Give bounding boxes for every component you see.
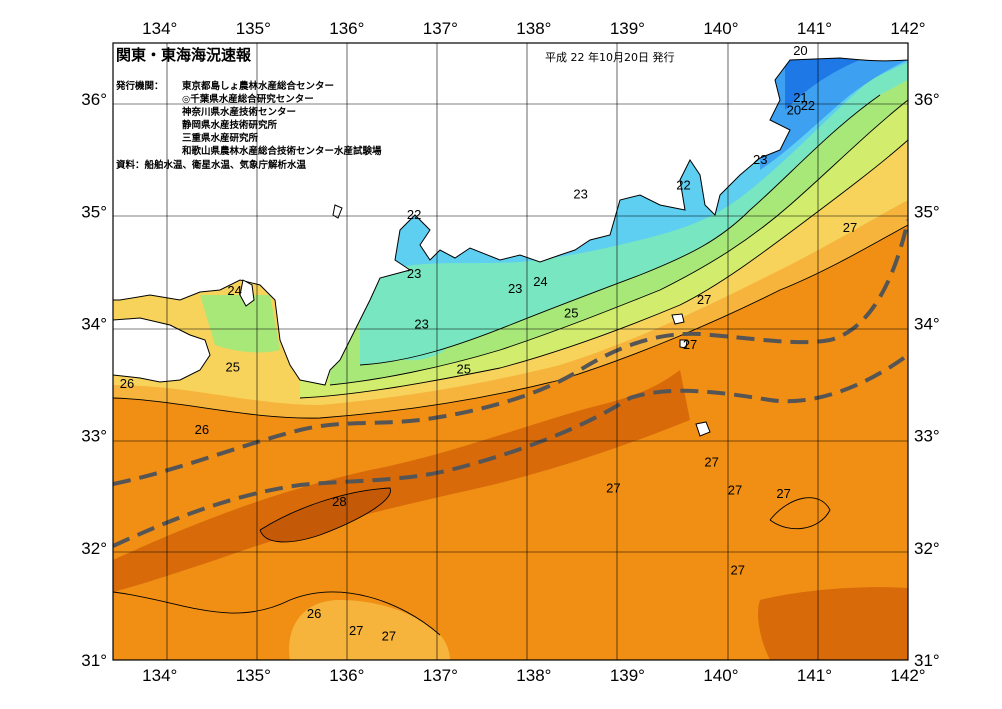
latitude-label-right: 34°: [914, 314, 940, 333]
isotherm-label: 28: [332, 494, 346, 509]
temperature-field: [113, 43, 908, 660]
latitude-label-right: 35°: [914, 202, 940, 221]
isotherm-label: 27: [728, 483, 742, 498]
longitude-label-top: 134°: [142, 19, 177, 38]
graticule: [113, 43, 908, 660]
land-shikoku: [113, 317, 211, 383]
agency-name: 和歌山県農林水産総合技術センター水産試験場: [182, 146, 382, 157]
longitude-label-bottom: 142°: [890, 666, 925, 685]
agencies-label: 発行機関：: [116, 81, 164, 92]
latitude-label-right: 36°: [914, 90, 940, 109]
isotherm-label: 23: [753, 152, 767, 167]
isotherm-label: 25: [564, 305, 578, 320]
kuroshio-axis: [113, 219, 908, 548]
latitude-label-left: 32°: [81, 539, 107, 558]
isotherm-25: [299, 139, 908, 399]
isotherm-label: 27: [776, 486, 790, 501]
isotherm-label: 27: [382, 629, 396, 644]
axis-tick-labels: 134° 134° 135° 135° 136° 136° 137° 137° 138° 138°…: [81, 19, 939, 685]
land-hachijo: [695, 421, 711, 437]
isotherm-24: [329, 99, 908, 386]
isotherm-label: 26: [307, 606, 321, 621]
isotherm-label: 20: [787, 102, 801, 117]
longitude-label-top: 141°: [797, 19, 832, 38]
isotherm-23: [359, 94, 881, 366]
longitude-label-top: 139°: [610, 19, 645, 38]
agency-name: ◎千葉県水産総合研究センター: [182, 94, 314, 105]
isotherm-label: 25: [225, 359, 239, 374]
isotherm-label: 27: [731, 562, 745, 577]
isotherm-label: 25: [457, 362, 471, 377]
isotherm-label: 27: [606, 480, 620, 495]
longitude-label-top: 142°: [890, 19, 925, 38]
latitude-label-left: 33°: [81, 427, 107, 446]
land-awaji: [239, 279, 255, 307]
longitude-label-top: 140°: [703, 19, 738, 38]
issue-date: 平成 22 年10月20日 発行: [545, 51, 675, 64]
isotherm-label: 27: [704, 455, 718, 470]
isotherm-label: 23: [414, 317, 428, 332]
isotherm-label: 27: [349, 623, 363, 638]
sst-24-west: [200, 295, 280, 353]
kuroshio-north-edge: [113, 219, 908, 486]
agency-name: 三重県水産研究所: [182, 133, 259, 144]
latitude-label-left: 34°: [81, 314, 107, 333]
longitude-label-bottom: 134°: [142, 666, 177, 685]
agency-name: 神奈川県水産技術センター: [182, 107, 297, 118]
isotherm-label: 21: [793, 90, 807, 105]
isotherm-label: 27: [683, 337, 697, 352]
latitude-label-left: 36°: [81, 90, 107, 109]
isotherm-label: 23: [573, 187, 587, 202]
longitude-label-bottom: 137°: [423, 666, 458, 685]
latitude-label-right: 32°: [914, 539, 940, 558]
longitude-label-bottom: 140°: [703, 666, 738, 685]
sst-29-core: [260, 488, 391, 542]
data-source: 資料：船舶水温、衛星水温、気象庁解析水温: [116, 160, 307, 171]
sst-23-pocket: [388, 330, 451, 361]
sst-20-band: [785, 43, 908, 110]
longitude-label-bottom: 135°: [236, 666, 271, 685]
latitude-label-left: 35°: [81, 202, 107, 221]
longitude-label-top: 138°: [516, 19, 551, 38]
latitude-label-right: 31°: [914, 651, 940, 670]
agency-name: 東京都島しょ農林水産総合センター: [182, 81, 335, 92]
longitude-label-top: 135°: [236, 19, 271, 38]
sst-26-south: [289, 600, 450, 660]
land-izu-oshima: [671, 313, 685, 325]
land-miyake: [679, 339, 688, 349]
isotherm-27-east: [769, 497, 831, 530]
isotherm-label: 27: [843, 220, 857, 235]
isotherm-label: 24: [533, 274, 547, 289]
latitude-label-left: 31°: [81, 651, 107, 670]
isotherm-label: 26: [120, 376, 134, 391]
isotherm-label: 23: [508, 281, 522, 296]
map-frame: [112, 42, 909, 661]
sst-28-southeast: [758, 587, 908, 660]
isotherm-27-south: [113, 591, 441, 636]
longitude-label-bottom: 138°: [516, 666, 551, 685]
land-sado-fragment: [332, 204, 343, 219]
longitude-label-bottom: 139°: [610, 666, 645, 685]
isotherm-label: 22: [676, 178, 690, 193]
isotherm-label: 23: [407, 266, 421, 281]
longitude-label-bottom: 136°: [329, 666, 364, 685]
isotherm-28: [259, 487, 391, 543]
isotherm-label: 22: [407, 207, 421, 222]
longitude-label-top: 136°: [329, 19, 364, 38]
isotherm-label: 26: [195, 422, 209, 437]
isotherm-label: 20: [793, 43, 807, 58]
isotherm-lines: [113, 94, 908, 636]
agency-name: 静岡県水産技術研究所: [182, 120, 278, 131]
map-title: 関東・東海海況速報: [116, 46, 252, 64]
latitude-label-right: 33°: [914, 427, 940, 446]
isotherm-label: 27: [697, 292, 711, 307]
isotherm-label: 22: [801, 98, 815, 113]
longitude-label-bottom: 141°: [797, 666, 832, 685]
land-honshu: [113, 43, 908, 386]
longitude-label-top: 137°: [423, 19, 458, 38]
isotherm-26: [113, 224, 908, 419]
isotherm-label: 24: [227, 283, 241, 298]
